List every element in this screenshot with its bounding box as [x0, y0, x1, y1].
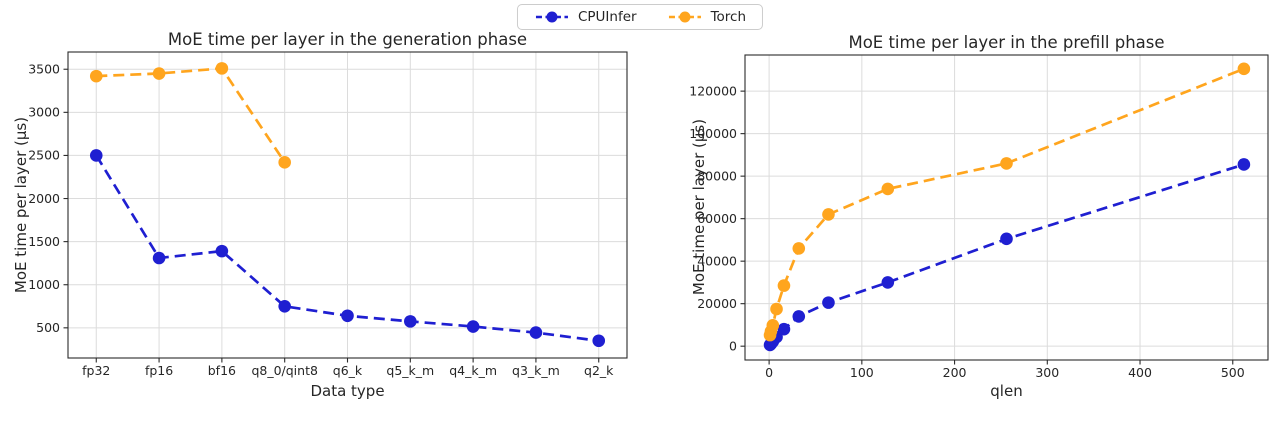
svg-text:120000: 120000	[689, 83, 737, 98]
generation-phase-chart: MoE time per layer in the generation pha…	[8, 30, 648, 420]
svg-text:20000: 20000	[697, 296, 737, 311]
legend-label-cpuinfer: CPUInfer	[577, 9, 637, 25]
svg-text:1000: 1000	[28, 277, 60, 292]
legend-item-cpuinfer: CPUInfer	[534, 9, 637, 25]
svg-text:40000: 40000	[697, 253, 737, 268]
svg-text:fp32: fp32	[82, 363, 110, 378]
torch-line-swatch	[668, 11, 701, 23]
svg-text:400: 400	[1128, 365, 1152, 380]
svg-text:q8_0/qint8: q8_0/qint8	[251, 363, 318, 378]
svg-text:0: 0	[765, 365, 773, 380]
svg-text:200: 200	[943, 365, 967, 380]
cpuinfer-line-swatch	[535, 11, 568, 23]
svg-text:fp16: fp16	[145, 363, 173, 378]
prefill-plot-canvas: 0 100 200 300 400 500 0 20000 40000 60000 80000 100…	[689, 54, 1269, 380]
legend-label-torch: Torch	[710, 9, 747, 25]
svg-text:q3_k_m: q3_k_m	[512, 363, 560, 378]
svg-text:2000: 2000	[28, 191, 60, 206]
svg-text:q6_k: q6_k	[333, 363, 363, 378]
prefill-phase-chart: MoE time per layer in the prefill phase …	[660, 30, 1275, 420]
legend: CPUInfer Torch	[516, 4, 764, 30]
generation-plot-canvas: fp32 fp16 bf16 q8_0/qint8 q6_k q5_k_m q4_k_m q3…	[28, 51, 628, 378]
svg-text:100: 100	[850, 365, 874, 380]
svg-text:q4_k_m: q4_k_m	[449, 363, 497, 378]
svg-text:60000: 60000	[697, 211, 737, 226]
legend-item-torch: Torch	[667, 9, 746, 25]
svg-text:80000: 80000	[697, 168, 737, 183]
svg-text:1500: 1500	[28, 234, 60, 249]
svg-text:3500: 3500	[28, 61, 60, 76]
svg-text:q5_k_m: q5_k_m	[386, 363, 434, 378]
svg-text:100000: 100000	[689, 126, 737, 141]
svg-text:300: 300	[1035, 365, 1059, 380]
svg-text:3000: 3000	[28, 105, 60, 120]
chart-title-prefill: MoE time per layer in the prefill phase	[848, 33, 1165, 52]
svg-text:2500: 2500	[28, 148, 60, 163]
svg-text:500: 500	[1221, 365, 1245, 380]
svg-text:0: 0	[729, 338, 737, 353]
svg-text:q2_k: q2_k	[584, 363, 614, 378]
x-axis-label-generation: Data type	[310, 382, 385, 400]
x-axis-label-prefill: qlen	[990, 382, 1023, 400]
chart-title-generation: MoE time per layer in the generation pha…	[167, 30, 528, 49]
svg-text:500: 500	[36, 320, 60, 335]
svg-text:bf16: bf16	[208, 363, 236, 378]
